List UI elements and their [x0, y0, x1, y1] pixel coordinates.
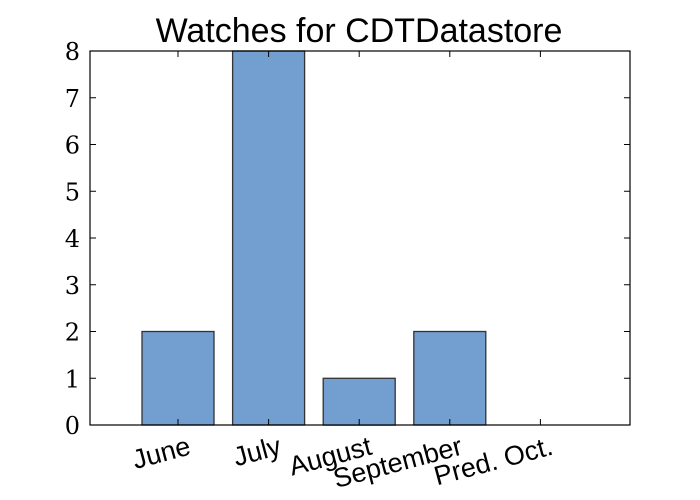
- y-axis: 0 1 2 3 4 5 6 7 8: [65, 38, 630, 440]
- bars-layer: [141, 50, 487, 426]
- y-tick-label: 8: [65, 38, 80, 66]
- chart-title: Watches for CDTDatastore: [156, 12, 563, 50]
- y-tick-label: 6: [65, 132, 80, 160]
- y-tick-label: 7: [65, 85, 80, 113]
- x-tick-label: July: [230, 431, 285, 473]
- bar-september: [413, 330, 487, 426]
- bar-july: [231, 50, 306, 426]
- plot-frame: [89, 50, 631, 426]
- bar-june: [141, 330, 215, 426]
- bar-august: [322, 377, 396, 426]
- y-tick-label: 4: [65, 225, 80, 253]
- y-tick-label: 5: [65, 178, 80, 206]
- y-tick-label: 2: [65, 319, 80, 347]
- y-tick-label: 1: [65, 365, 80, 393]
- x-tick-label: June: [129, 431, 193, 475]
- y-tick-label: 0: [65, 412, 80, 440]
- y-tick-label: 3: [65, 272, 80, 300]
